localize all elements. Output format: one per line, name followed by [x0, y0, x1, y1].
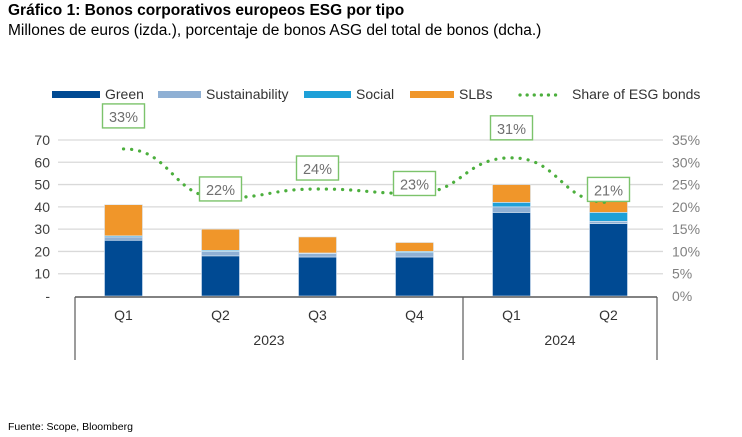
data-label: 24%: [303, 162, 332, 178]
bar-slbs: [395, 242, 434, 252]
category-label: Q1: [502, 307, 521, 323]
bar-sustainability: [395, 252, 434, 258]
bar-sustainability: [298, 253, 337, 258]
left-tick-label: 50: [34, 177, 50, 193]
bar-sustainability: [201, 251, 240, 257]
data-label: 21%: [594, 183, 623, 199]
data-label: 23%: [400, 177, 429, 193]
left-axis: - 10 20 30 40 50 60 70: [34, 132, 50, 304]
right-axis: 0% 5% 10% 15% 20% 25% 30% 35%: [672, 132, 700, 304]
data-label-box: [586, 176, 631, 203]
chart-subtitle: Millones de euros (izda.), porcentaje de…: [8, 22, 542, 39]
legend-label: Green: [105, 86, 144, 102]
data-label: 31%: [497, 122, 526, 138]
right-tick-label: 5%: [672, 266, 692, 282]
bar-green: [492, 212, 531, 297]
data-label: 22%: [206, 183, 235, 199]
category-label: Q2: [211, 307, 230, 323]
share-of-esg-line: [121, 147, 611, 204]
left-tick-label: 10: [34, 266, 50, 282]
bar-green: [298, 256, 337, 297]
data-label-box: [101, 103, 146, 129]
data-label-box: [392, 170, 437, 197]
legend-label: Share of ESG bonds: [572, 86, 700, 102]
bar-slbs: [104, 204, 143, 237]
legend-swatch-slbs: [410, 91, 454, 98]
category-label: Q3: [308, 307, 327, 323]
year-label: 2024: [544, 332, 575, 348]
legend: Green Sustainability Social SLBs Share of ES…: [52, 86, 700, 102]
left-tick-label: 60: [34, 154, 50, 170]
share-line: [121, 147, 611, 204]
bar-slbs: [201, 228, 240, 251]
right-tick-label: 10%: [672, 243, 700, 259]
chart-title: Gráfico 1: Bonos corporativos europeos E…: [8, 2, 405, 19]
bar-slbs: [298, 236, 337, 254]
category-label: Q4: [405, 307, 424, 323]
left-tick-label: 70: [34, 132, 50, 148]
right-tick-label: 25%: [672, 177, 700, 193]
bar-green: [395, 256, 434, 297]
legend-swatch-green: [52, 91, 100, 98]
bar-sustainability: [492, 206, 531, 213]
bar-sustainability: [104, 236, 143, 241]
left-tick-label: -: [45, 288, 50, 304]
data-labels: 33% 22% 24% 23% 31% 21%: [101, 103, 631, 203]
x-axis: 2023 2024 Q1 Q2 Q3 Q4 Q1 Q2: [74, 296, 658, 360]
left-tick-label: 30: [34, 221, 50, 237]
legend-label: Social: [356, 86, 394, 102]
data-label-box: [489, 115, 534, 141]
gridlines: [58, 139, 663, 275]
legend-swatch-sustainability: [158, 91, 201, 98]
right-tick-label: 0%: [672, 288, 692, 304]
category-label: Q1: [114, 307, 133, 323]
bar-green: [589, 223, 628, 297]
right-tick-label: 15%: [672, 221, 700, 237]
right-tick-label: 35%: [672, 132, 700, 148]
right-tick-label: 20%: [672, 199, 700, 215]
legend-swatch-social: [304, 91, 351, 98]
year-label: 2023: [253, 332, 284, 348]
right-tick-label: 30%: [672, 154, 700, 170]
data-label: 33%: [109, 110, 138, 126]
bars: [104, 184, 628, 297]
source-note: Fuente: Scope, Bloomberg: [8, 421, 133, 433]
bar-social: [492, 202, 531, 208]
data-label-box: [198, 176, 243, 202]
bar-green: [201, 255, 240, 297]
left-tick-label: 40: [34, 199, 50, 215]
legend-label: SLBs: [459, 86, 492, 102]
left-tick-label: 20: [34, 243, 50, 259]
category-label: Q2: [599, 307, 618, 323]
bar-social: [589, 212, 628, 222]
bar-sustainability: [589, 221, 628, 224]
legend-label: Sustainability: [206, 86, 289, 102]
data-label-box: [295, 155, 340, 181]
bar-green: [104, 239, 143, 297]
bar-slbs: [492, 184, 531, 203]
